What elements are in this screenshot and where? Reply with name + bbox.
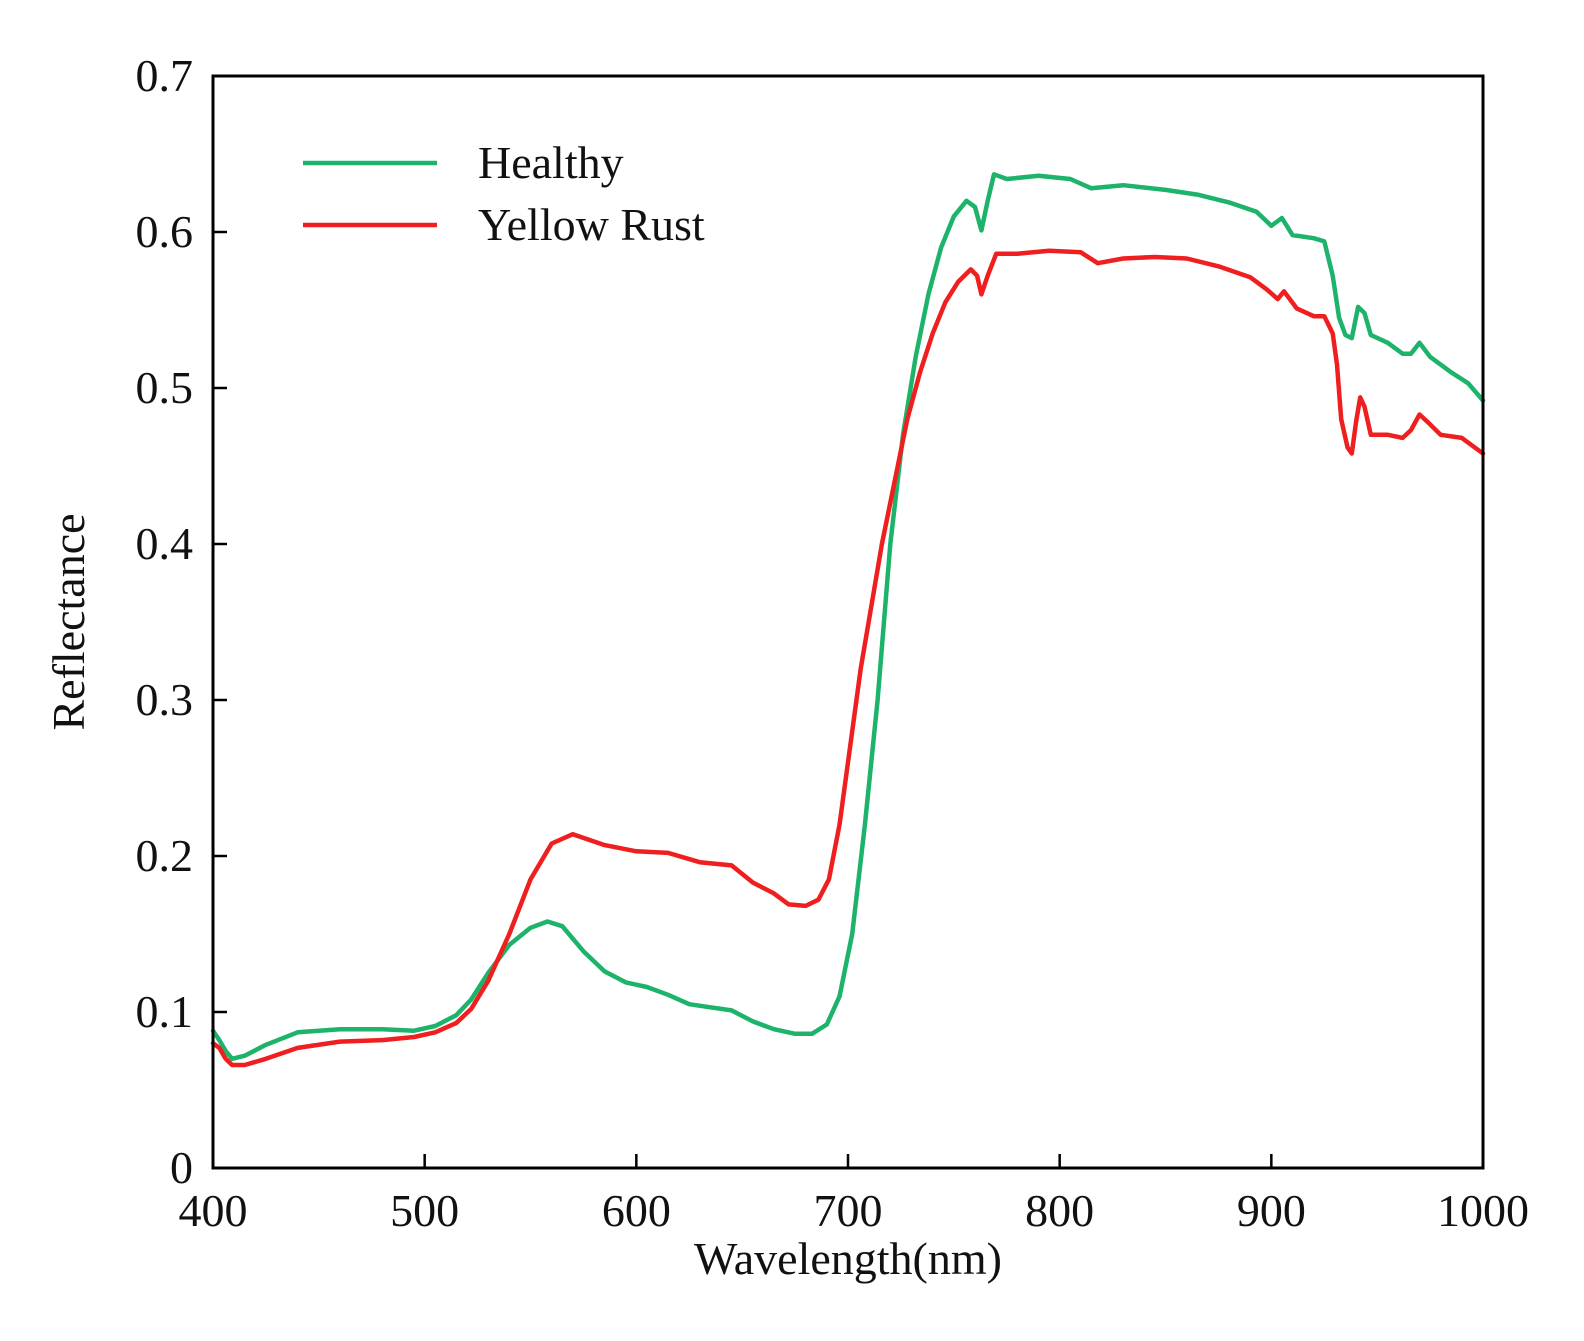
legend: Healthy Yellow Rust xyxy=(303,137,705,250)
series-line-healthy xyxy=(210,172,1486,1062)
y-tick-label: 0.6 xyxy=(136,206,194,257)
y-tick-label: 0.7 xyxy=(136,50,194,101)
series-line-yellow-rust xyxy=(210,248,1486,1068)
x-tick-label: 800 xyxy=(1025,1185,1094,1236)
y-tick-label: 0.3 xyxy=(136,674,194,725)
y-axis-title: Reflectance xyxy=(43,513,94,730)
x-tick-label: 900 xyxy=(1237,1185,1306,1236)
series-layer xyxy=(210,172,1486,1068)
ticks-layer: 400 500 600 700 800 900 1000 0 0.1 0.2 0.3 0.4 0.5 0.… xyxy=(136,50,1530,1236)
x-tick-label: 700 xyxy=(814,1185,883,1236)
y-tick-label: 0.5 xyxy=(136,362,194,413)
legend-label: Yellow Rust xyxy=(478,199,705,250)
plot-frame xyxy=(211,74,1485,1170)
y-tick-label: 0.1 xyxy=(136,986,194,1037)
legend-label: Healthy xyxy=(478,137,624,188)
y-tick-label: 0.4 xyxy=(136,518,194,569)
x-tick-label: 1000 xyxy=(1437,1185,1529,1236)
x-axis-title: Wavelength(nm) xyxy=(694,1233,1002,1284)
x-tick-label: 600 xyxy=(602,1185,671,1236)
x-tick-label: 500 xyxy=(390,1185,459,1236)
x-tick-label: 400 xyxy=(179,1185,248,1236)
y-tick-label: 0.2 xyxy=(136,830,194,881)
y-tick-label: 0 xyxy=(170,1142,193,1193)
